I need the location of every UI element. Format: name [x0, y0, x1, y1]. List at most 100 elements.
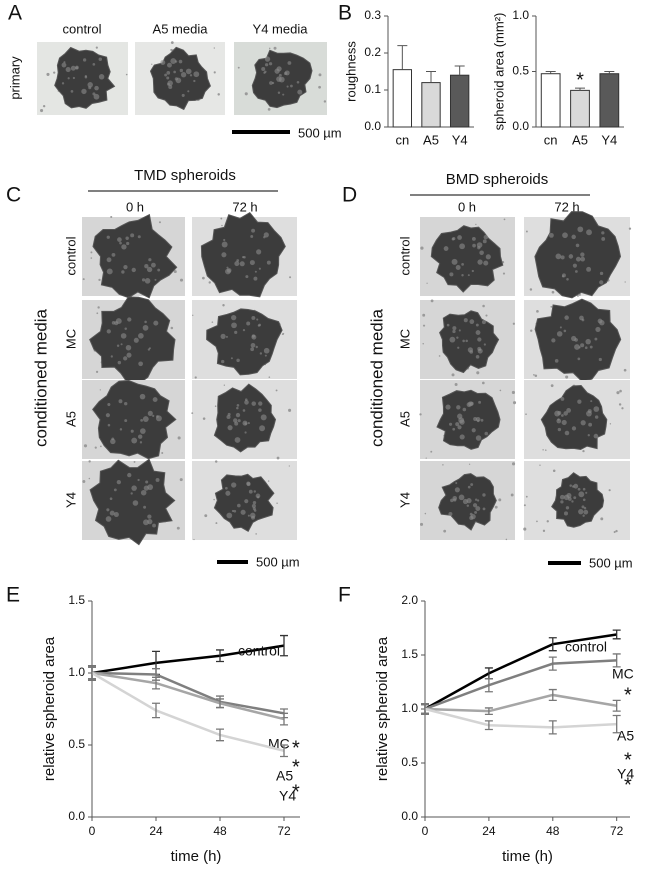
speck [530, 329, 533, 332]
speck [275, 389, 278, 392]
texture [462, 407, 467, 412]
texture [98, 74, 105, 80]
texture [109, 510, 115, 516]
texture [144, 264, 149, 269]
speck [523, 527, 527, 531]
texture [256, 249, 262, 255]
texture [449, 272, 454, 277]
error-bar [421, 704, 429, 714]
texture [587, 434, 590, 437]
speck [98, 278, 101, 282]
texture [82, 58, 87, 62]
texture [276, 76, 282, 82]
texture [137, 235, 141, 239]
texture [551, 338, 556, 343]
significance-mark: * [292, 756, 300, 778]
panel-letter: D [342, 184, 357, 207]
spheroid [89, 296, 176, 385]
speck [90, 257, 93, 259]
texture [578, 491, 585, 498]
texture [147, 514, 152, 519]
series-line [424, 693, 617, 713]
speck [213, 47, 215, 49]
texture [590, 400, 593, 403]
texture [554, 410, 561, 417]
texture [561, 414, 564, 417]
texture [601, 231, 605, 235]
texture [110, 438, 116, 445]
texture [243, 256, 246, 259]
speck [485, 314, 488, 317]
texture [571, 234, 576, 240]
texture [471, 269, 474, 273]
speck [628, 227, 632, 230]
speck [475, 223, 477, 226]
texture [286, 85, 289, 88]
texture [578, 509, 584, 515]
texture [587, 409, 592, 414]
texture [110, 355, 113, 358]
texture [221, 359, 225, 364]
texture [242, 409, 246, 412]
row-label: MC [397, 329, 412, 349]
speck [99, 389, 101, 391]
texture [483, 260, 489, 266]
texture [449, 422, 453, 426]
texture [588, 422, 593, 427]
texture [456, 336, 459, 339]
error-bar [484, 707, 493, 716]
texture [601, 237, 606, 241]
error-bar [545, 71, 556, 74]
texture [244, 431, 247, 434]
texture [225, 486, 228, 490]
texture [560, 255, 565, 260]
texture [167, 80, 173, 86]
texture [557, 427, 562, 432]
texture [70, 90, 74, 93]
series-line [424, 633, 617, 711]
speck [46, 72, 50, 76]
speck [619, 389, 622, 393]
texture [109, 497, 113, 501]
texture [75, 66, 79, 70]
spheroid [534, 211, 622, 299]
scale-bar-label: 500 µm [256, 554, 300, 569]
texture [130, 233, 135, 238]
error-bar [152, 676, 160, 690]
texture [237, 503, 241, 508]
texture [234, 421, 239, 426]
texture [125, 236, 129, 240]
error-bar [216, 698, 224, 709]
texture [250, 342, 256, 348]
speck [454, 383, 458, 386]
speck [534, 374, 538, 377]
speck [94, 446, 97, 449]
texture [152, 523, 156, 528]
speck [443, 529, 447, 533]
x-axis-label: time (h) [171, 848, 222, 865]
speck [208, 281, 211, 284]
texture [113, 512, 119, 518]
significance-mark: * [624, 684, 632, 706]
row-label: A5 [63, 411, 78, 427]
significance-mark: * [624, 774, 632, 796]
texture [147, 348, 151, 351]
texture [167, 62, 172, 68]
speck [288, 465, 290, 467]
texture [230, 357, 233, 360]
error-bar [484, 720, 493, 731]
texture [593, 433, 599, 439]
texture [137, 478, 140, 482]
texture [121, 270, 125, 274]
texture [462, 498, 469, 505]
texture [157, 268, 161, 272]
texture [144, 278, 151, 284]
texture [556, 331, 563, 337]
series-line [424, 707, 617, 729]
texture [245, 275, 249, 279]
texture [92, 63, 96, 66]
texture [264, 354, 267, 357]
texture [565, 506, 570, 510]
texture [106, 508, 110, 512]
texture [248, 489, 253, 494]
